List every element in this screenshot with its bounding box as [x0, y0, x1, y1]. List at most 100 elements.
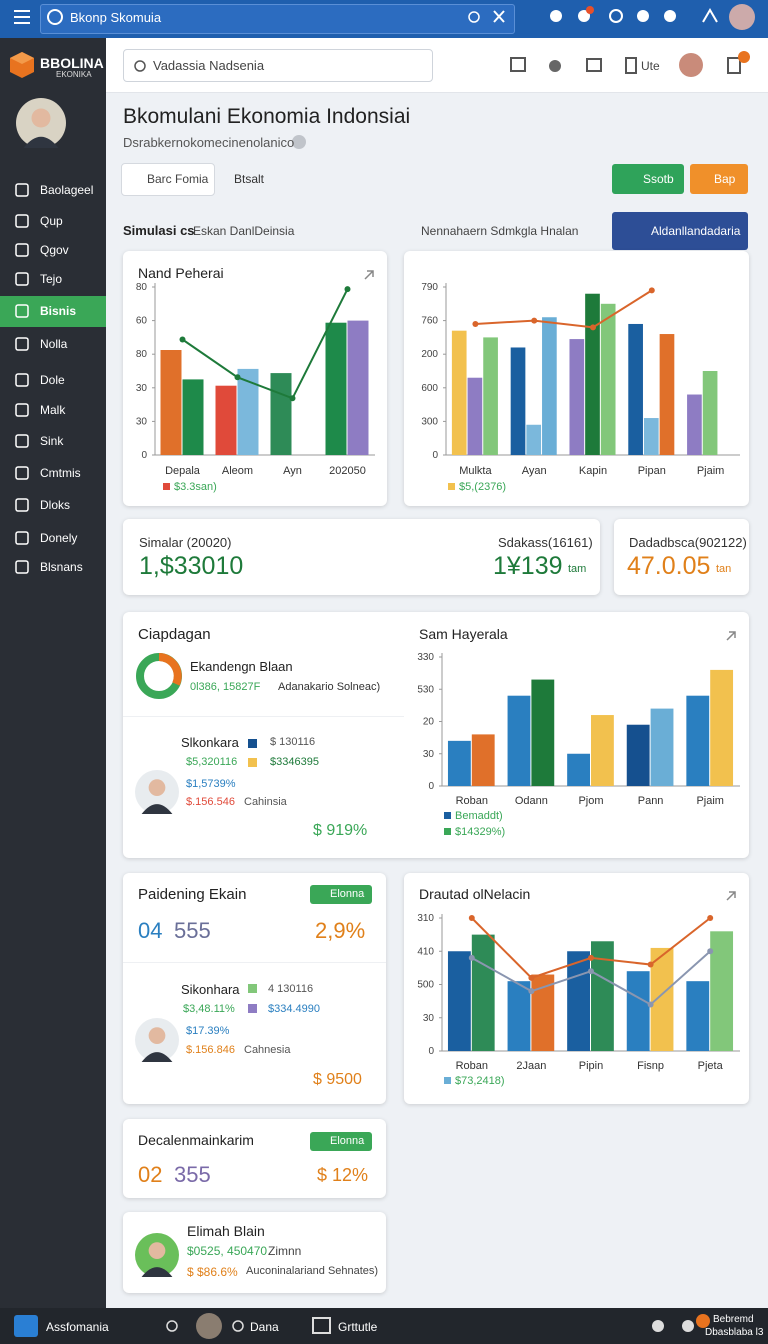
button-primary[interactable] — [612, 164, 684, 194]
legend-swatch — [163, 483, 170, 490]
y-tick-label: 0 — [428, 1046, 434, 1057]
user-icon[interactable] — [664, 10, 676, 22]
stat-card — [123, 519, 600, 595]
button-secondary[interactable] — [690, 164, 748, 194]
top-search[interactable] — [40, 4, 515, 34]
menu-item: Bisnis — [40, 304, 77, 318]
section-title: Nennahaern Sdmkgla Hnalan — [421, 224, 579, 238]
top-avatar[interactable] — [729, 4, 755, 30]
line-point — [472, 320, 479, 327]
gear-icon[interactable] — [652, 1320, 664, 1332]
target-icon[interactable] — [232, 1320, 244, 1332]
bar — [591, 941, 614, 1051]
card-row: $0525, 450470 — [187, 1244, 268, 1258]
x-tick-label: Roban — [456, 795, 488, 807]
bar — [650, 708, 674, 786]
menu-item: Cmtmis — [40, 466, 81, 480]
line-point — [528, 988, 535, 995]
card-line: Adanakario Solneac) — [278, 681, 381, 693]
legend-label: $3.3san) — [174, 481, 217, 493]
line-point — [588, 968, 594, 975]
x-tick-label: Pipan — [638, 465, 666, 477]
menu-icon[interactable] — [14, 10, 30, 24]
settings-icon[interactable] — [637, 10, 649, 22]
line-point — [707, 948, 714, 955]
search-icon[interactable] — [166, 1320, 178, 1332]
y-tick-label: 60 — [136, 316, 148, 327]
x-tick-label: Aleom — [222, 465, 253, 477]
donut — [136, 653, 257, 767]
donut-arc — [158, 653, 182, 686]
legend-swatch — [444, 1077, 451, 1084]
menu-item: Blsnans — [40, 560, 83, 574]
legend-swatch — [448, 483, 455, 490]
header-avatar[interactable] — [679, 53, 703, 77]
find-icon[interactable] — [609, 9, 623, 23]
stat-value: 1,$33010 — [139, 552, 244, 580]
location-icon[interactable] — [550, 10, 562, 22]
bar — [182, 379, 204, 455]
y-tick-label: 300 — [421, 416, 438, 427]
bar — [447, 951, 471, 1051]
share-icon[interactable] — [727, 57, 741, 74]
menu-icons — [15, 183, 29, 574]
card-row: $ $86.6% — [187, 1265, 238, 1279]
stat-label: Dadadbsca(902122) — [629, 535, 747, 550]
alert-icon[interactable] — [702, 8, 718, 23]
refresh-icon[interactable] — [468, 11, 480, 23]
bottom-avatar[interactable] — [196, 1313, 222, 1339]
y-tick-label: 30 — [423, 1013, 435, 1024]
menu-item: Qgov — [40, 243, 69, 257]
section-title: Simulasi cs — [123, 223, 195, 238]
gear-icon[interactable] — [549, 60, 561, 72]
y-tick-label: 500 — [417, 980, 434, 991]
card-title: Paidening Ekain — [138, 886, 247, 903]
page-subtitle: Dsrabkernokomecinenolanico — [123, 135, 295, 150]
top-icons — [14, 4, 755, 30]
card-number: 555 — [174, 918, 211, 943]
x-tick-label: Pann — [638, 795, 664, 807]
menu-item: Malk — [40, 403, 66, 417]
y-tick-label: 760 — [421, 316, 438, 327]
logo-text: BBOLINA — [40, 55, 104, 71]
menu-item: Baolageel — [40, 183, 94, 197]
bar — [702, 371, 718, 455]
search-icon — [47, 9, 63, 25]
bar — [471, 934, 495, 1051]
menu-item: Donely — [40, 531, 78, 545]
y-tick-label: 30 — [423, 749, 435, 760]
notify-icon[interactable] — [696, 1314, 710, 1328]
button-label: Bap — [714, 172, 736, 186]
close-icon[interactable] — [493, 10, 505, 23]
notify-icon[interactable] — [578, 10, 590, 22]
x-tick-label: Depala — [165, 465, 201, 477]
stat-label: Simalar (20020) — [139, 535, 232, 550]
bar — [471, 734, 495, 786]
edit-icon[interactable] — [510, 57, 526, 72]
doc-icon[interactable] — [625, 57, 637, 74]
legend-swatch — [248, 739, 257, 748]
inbox-icon[interactable] — [586, 58, 602, 72]
line-point — [528, 974, 535, 981]
user-icon[interactable] — [682, 1320, 694, 1332]
bar — [567, 951, 590, 1051]
bar — [507, 695, 531, 786]
menu-item: Nolla — [40, 337, 68, 351]
stat-unit: tan — [716, 563, 732, 575]
x-tick-label: Odann — [515, 795, 548, 807]
window-icon[interactable] — [312, 1317, 331, 1334]
top-search-text: Bkonp Skomuia — [70, 10, 162, 25]
section-button[interactable] — [612, 212, 748, 250]
bar — [510, 347, 526, 455]
header-search[interactable] — [123, 49, 433, 82]
avatar-body — [23, 136, 59, 148]
avatar — [135, 1233, 179, 1277]
app-icon[interactable] — [14, 1315, 38, 1337]
card-row: $5,320116 — [186, 756, 238, 768]
menu-icon — [15, 183, 29, 197]
legend-swatch — [248, 758, 257, 767]
tab[interactable] — [121, 163, 215, 196]
x-tick-label: Pjaim — [696, 795, 724, 807]
card-number: 355 — [174, 1162, 211, 1187]
